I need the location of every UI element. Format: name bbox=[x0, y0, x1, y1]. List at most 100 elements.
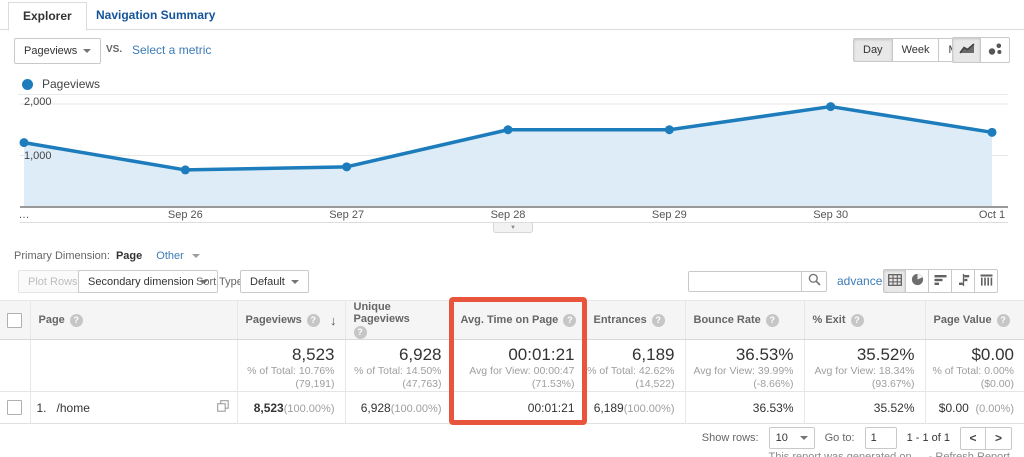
comparison-view-button[interactable] bbox=[952, 269, 975, 293]
chart-type-toggle bbox=[952, 37, 1010, 63]
legend-dot-icon bbox=[22, 78, 33, 90]
summary-sub: Avg for View: 18.34% bbox=[814, 365, 915, 377]
cell-pageviews-pct: (100.00%) bbox=[283, 402, 335, 415]
column-header-pct-exit[interactable]: % Exit bbox=[812, 314, 846, 326]
chevron-down-icon bbox=[191, 254, 200, 258]
table-row: 1. /home 8,523(100.00%) 6,928(100.00%) 0… bbox=[0, 391, 1024, 424]
summary-sub: (93.67%) bbox=[871, 378, 915, 390]
percentage-view-button[interactable] bbox=[906, 269, 929, 293]
pageviews-chart[interactable] bbox=[0, 97, 1024, 223]
metric-dropdown-value: Pageviews bbox=[24, 45, 78, 57]
column-header-page[interactable]: Page bbox=[38, 314, 65, 326]
week-button[interactable]: Week bbox=[892, 38, 940, 62]
select-all-checkbox[interactable] bbox=[7, 312, 23, 328]
line-chart-icon-button[interactable] bbox=[952, 37, 981, 63]
open-in-new-icon[interactable] bbox=[216, 400, 229, 415]
summary-sub: (79,191) bbox=[295, 378, 335, 390]
summary-sub: (14,522) bbox=[635, 378, 675, 390]
column-header-page-value[interactable]: Page Value bbox=[933, 314, 992, 326]
column-header-bounce-rate[interactable]: Bounce Rate bbox=[693, 314, 761, 326]
tab-explorer[interactable]: Explorer bbox=[8, 2, 87, 31]
y-axis-label: 1,000 bbox=[24, 150, 52, 162]
row-checkbox[interactable] bbox=[7, 400, 23, 415]
column-header-avg-time-on-page[interactable]: Avg. Time on Page bbox=[460, 314, 559, 326]
summary-sub: % of Total: 0.00% bbox=[932, 365, 1014, 377]
help-icon[interactable]: ? bbox=[353, 326, 367, 339]
help-icon[interactable]: ? bbox=[306, 313, 320, 327]
sort-type-value: Default bbox=[250, 275, 285, 288]
help-icon[interactable]: ? bbox=[996, 313, 1010, 327]
cell-avg-time: 00:01:21 bbox=[527, 400, 575, 415]
sort-descending-icon[interactable]: ↓ bbox=[330, 312, 337, 328]
secondary-dimension-dropdown[interactable]: Secondary dimension bbox=[78, 270, 218, 293]
help-icon[interactable]: ? bbox=[765, 313, 779, 327]
chevron-down-icon: ▼ bbox=[510, 224, 516, 231]
summary-entrances: 6,189 bbox=[631, 345, 675, 364]
annotations-expander[interactable]: ▼ bbox=[493, 223, 533, 233]
tab-bar bbox=[0, 0, 1024, 30]
metric-dropdown[interactable]: Pageviews bbox=[14, 38, 102, 64]
advanced-search-link[interactable]: advanced bbox=[837, 274, 890, 288]
help-icon[interactable]: ? bbox=[563, 313, 577, 327]
summary-sub: % of Total: 14.50% bbox=[354, 365, 442, 377]
next-page-button[interactable]: > bbox=[986, 426, 1012, 450]
cell-unique-pageviews: 6,928 bbox=[360, 400, 391, 415]
secondary-dimension-label: Secondary dimension bbox=[88, 275, 194, 288]
show-rows-select[interactable]: 10 bbox=[768, 427, 815, 449]
x-axis-label: … bbox=[18, 209, 30, 221]
help-icon[interactable]: ? bbox=[651, 313, 665, 327]
cell-unique-pageviews-pct: (100.00%) bbox=[390, 402, 442, 415]
search-button[interactable] bbox=[801, 271, 827, 292]
summary-pageviews: 8,523 bbox=[291, 345, 335, 364]
x-axis-labels: … Sep 26 Sep 27 Sep 28 Sep 29 Sep 30 Oct 1 bbox=[0, 209, 1024, 223]
cell-page-value-pct: (0.00%) bbox=[975, 402, 1014, 415]
summary-sub: (-8.66%) bbox=[753, 378, 794, 390]
table-view-button[interactable] bbox=[883, 269, 906, 293]
bar-chart-icon bbox=[934, 274, 947, 289]
chevron-down-icon bbox=[290, 279, 299, 284]
cell-entrances-pct: (100.00%) bbox=[623, 402, 675, 415]
motion-chart-icon-button[interactable] bbox=[981, 37, 1010, 63]
sort-type-dropdown[interactable]: Default bbox=[240, 270, 309, 293]
column-header-entrances[interactable]: Entrances bbox=[593, 314, 647, 326]
tab-navigation-summary[interactable]: Navigation Summary bbox=[96, 8, 216, 22]
plot-rows-label: Plot Rows bbox=[28, 275, 78, 288]
summary-sub: Avg for View: 00:00:47 bbox=[469, 365, 575, 377]
summary-avg-time-on-page: 00:01:21 bbox=[508, 345, 575, 364]
summary-sub: Avg for View: 39.99% bbox=[693, 365, 794, 377]
primary-dimension-other-link[interactable]: Other bbox=[156, 250, 184, 262]
line-chart-icon bbox=[958, 42, 975, 58]
page-link[interactable]: /home bbox=[56, 400, 90, 415]
sort-type-label: Sort Type: bbox=[196, 276, 246, 288]
chevron-down-icon bbox=[799, 436, 808, 440]
search-icon bbox=[808, 273, 821, 291]
pivot-view-button[interactable] bbox=[975, 269, 998, 293]
help-icon[interactable]: ? bbox=[850, 313, 864, 327]
table-search bbox=[688, 271, 827, 292]
summary-sub: (47,763) bbox=[402, 378, 442, 390]
column-header-unique-pageviews[interactable]: Unique Pageviews bbox=[353, 301, 410, 325]
pagination: < > bbox=[960, 426, 1012, 450]
column-header-pageviews[interactable]: Pageviews bbox=[245, 314, 302, 326]
y-axis-label: 2,000 bbox=[24, 96, 52, 108]
cell-pageviews: 8,523 bbox=[253, 400, 284, 415]
summary-pct-exit: 35.52% bbox=[856, 345, 915, 364]
help-icon[interactable]: ? bbox=[69, 313, 83, 327]
view-toggles bbox=[883, 269, 998, 293]
divider bbox=[18, 94, 1008, 95]
goto-page-input[interactable] bbox=[864, 427, 897, 449]
prev-page-button[interactable]: < bbox=[960, 426, 986, 450]
primary-dimension-page[interactable]: Page bbox=[115, 250, 143, 262]
search-input[interactable] bbox=[688, 271, 801, 292]
summary-unique-pageviews: 6,928 bbox=[398, 345, 442, 364]
divider bbox=[20, 222, 1008, 223]
summary-bounce-rate: 36.53% bbox=[735, 345, 794, 364]
pivot-icon bbox=[980, 274, 993, 289]
day-button[interactable]: Day bbox=[853, 38, 893, 62]
performance-view-button[interactable] bbox=[929, 269, 952, 293]
select-a-metric-link[interactable]: Select a metric bbox=[132, 43, 212, 57]
x-axis-label: Sep 26 bbox=[167, 209, 203, 221]
primary-dimension-bar: Primary Dimension: Page Other bbox=[14, 250, 200, 262]
row-index: 1. bbox=[36, 400, 47, 415]
